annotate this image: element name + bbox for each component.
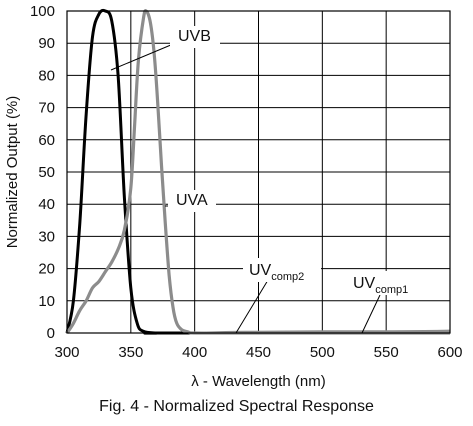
uvcomp2-label-subscript: comp2 [271, 271, 304, 283]
x-tick-label: 400 [182, 344, 207, 361]
uvcomp2-label: UVcomp2 [249, 262, 304, 283]
uvcomp2-label-main: UV [249, 262, 272, 279]
y-tick-label: 60 [38, 132, 55, 149]
x-tick-label: 350 [118, 344, 143, 361]
x-tick-label: 600 [437, 344, 462, 361]
uvb-label-main: UVB [178, 28, 211, 45]
y-tick-label: 90 [38, 35, 55, 52]
series-line-uvcomp2 [194, 329, 451, 335]
y-axis-label: Normalized Output (%) [4, 96, 21, 249]
uva-label-bg [168, 190, 216, 212]
y-tick-label: 100 [30, 3, 55, 20]
uvb-label-bg [170, 26, 220, 48]
uva-label-main: UVA [176, 192, 208, 209]
x-tick-label: 550 [374, 344, 399, 361]
y-tick-label: 70 [38, 100, 55, 117]
y-tick-label: 40 [38, 196, 55, 213]
x-tick-label: 300 [54, 344, 79, 361]
uvcomp1-label-leader [361, 294, 381, 334]
uva-label: UVA [176, 192, 208, 209]
uvcomp2-label-bg [243, 258, 321, 282]
spectral-response-chart: 0 10 20 30 40 50 60 70 80 90 100 300 350 400 450 500 55… [4, 3, 463, 390]
x-tick-label: 500 [310, 344, 335, 361]
uvcomp1-label-main: UV [353, 275, 376, 292]
x-axis-label: λ - Wavelength (nm) [191, 373, 325, 390]
y-tick-label: 80 [38, 67, 55, 84]
uvcomp2-label-leader [235, 279, 269, 334]
uvcomp1-label-bg [347, 271, 427, 295]
y-tick-label: 20 [38, 261, 55, 278]
y-tick-label: 10 [38, 293, 55, 310]
y-tick-labels: 0 10 20 30 40 50 60 70 80 90 100 [30, 3, 55, 342]
uvb-label: UVB [178, 28, 211, 45]
y-tick-label: 0 [47, 325, 55, 342]
figure-caption: Fig. 4 - Normalized Spectral Response [99, 398, 374, 415]
y-tick-label: 50 [38, 164, 55, 181]
y-tick-label: 30 [38, 228, 55, 245]
x-tick-labels: 300 350 400 450 500 550 600 [54, 344, 462, 361]
x-tick-label: 450 [246, 344, 271, 361]
uvcomp1-label-subscript: comp1 [375, 284, 408, 296]
plot-frame [66, 10, 451, 334]
uvb-label-leader [110, 41, 179, 71]
uvcomp1-label: UVcomp1 [353, 275, 408, 296]
